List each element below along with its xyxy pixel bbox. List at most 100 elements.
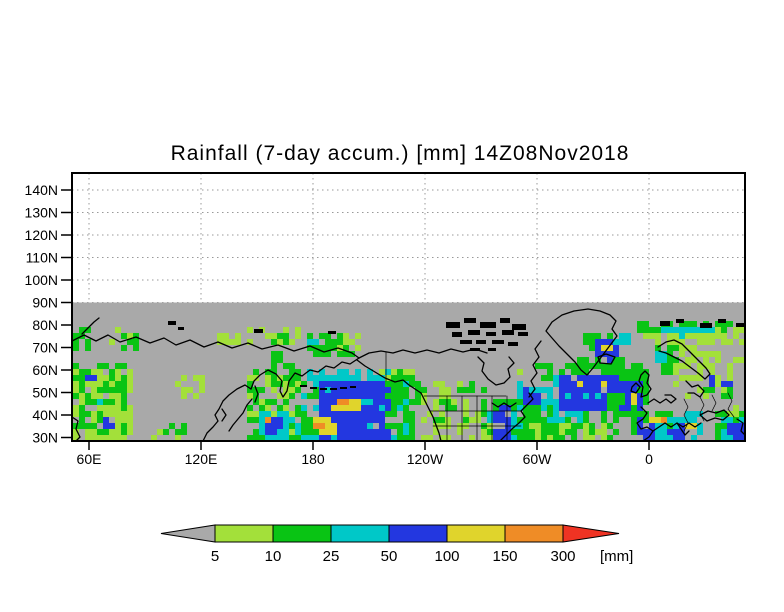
- rain-cell: [349, 423, 355, 429]
- rain-cell: [601, 393, 607, 399]
- rain-cell: [397, 429, 403, 435]
- rain-cell: [331, 435, 337, 441]
- rain-cell: [565, 429, 571, 435]
- rain-cell: [619, 363, 625, 369]
- rain-cell: [295, 429, 301, 435]
- rain-cell: [295, 369, 301, 375]
- rain-cell: [697, 387, 703, 393]
- rain-cell: [115, 411, 121, 417]
- rain-cell: [115, 405, 121, 411]
- rain-cell: [127, 411, 133, 417]
- rain-cell: [115, 423, 121, 429]
- rain-cell: [727, 381, 733, 387]
- rain-cell: [361, 387, 367, 393]
- rain-cell: [349, 381, 355, 387]
- rain-cell: [253, 417, 259, 423]
- rain-cell: [583, 429, 589, 435]
- rain-cell: [121, 399, 127, 405]
- rain-cell: [613, 417, 619, 423]
- island-block: [718, 319, 726, 323]
- coastline-path: [657, 339, 711, 380]
- rain-cell: [193, 375, 199, 381]
- rain-cell: [667, 345, 673, 351]
- rain-cell: [727, 417, 733, 423]
- rain-cell: [667, 351, 673, 357]
- rain-cell: [679, 417, 685, 423]
- rain-cell: [517, 399, 523, 405]
- rain-cell: [91, 399, 97, 405]
- rain-cell: [715, 327, 721, 333]
- island-block: [460, 340, 472, 344]
- rain-cell: [583, 333, 589, 339]
- rain-cell: [553, 405, 559, 411]
- island-block: [168, 321, 176, 325]
- rain-cell: [535, 393, 541, 399]
- rain-cell: [343, 375, 349, 381]
- island-block: [736, 323, 744, 327]
- rain-cell: [319, 381, 325, 387]
- rain-cell: [583, 399, 589, 405]
- rain-cell: [487, 411, 493, 417]
- latitude-tick-label: 60N: [32, 362, 58, 378]
- colorbar-segment: [388, 524, 448, 543]
- colorbar-tick-label: 300: [550, 548, 575, 565]
- rain-cell: [283, 387, 289, 393]
- rain-cell: [565, 411, 571, 417]
- rain-cell: [709, 333, 715, 339]
- rain-cell: [625, 405, 631, 411]
- rain-cell: [253, 393, 259, 399]
- rain-cell: [589, 363, 595, 369]
- rain-cell: [703, 351, 709, 357]
- rain-cell: [595, 405, 601, 411]
- rain-cell: [595, 333, 601, 339]
- rain-cell: [619, 387, 625, 393]
- rain-cell: [91, 435, 97, 441]
- rain-cell: [535, 423, 541, 429]
- rain-cell: [397, 423, 403, 429]
- border-path: [711, 394, 717, 412]
- rain-cell: [685, 333, 691, 339]
- rain-cell: [265, 369, 271, 375]
- rain-cell: [451, 405, 457, 411]
- rain-cell: [325, 393, 331, 399]
- rain-cell: [547, 405, 553, 411]
- rain-cell: [91, 423, 97, 429]
- rain-cell: [337, 369, 343, 375]
- rain-cell: [127, 423, 133, 429]
- rain-cell: [97, 411, 103, 417]
- rain-cell: [253, 429, 259, 435]
- island-block: [452, 332, 462, 337]
- rain-cell: [403, 399, 409, 405]
- rain-cell: [307, 339, 313, 345]
- rain-cell: [721, 339, 727, 345]
- rain-cell: [325, 423, 331, 429]
- rain-cell: [727, 435, 733, 441]
- rain-cell: [79, 327, 85, 333]
- rain-cell: [277, 333, 283, 339]
- rain-cell: [727, 393, 733, 399]
- rain-cell: [679, 363, 685, 369]
- rain-cell: [79, 411, 85, 417]
- colorbar-tick-label: 25: [323, 548, 340, 565]
- rain-cell: [475, 417, 481, 423]
- rain-cell: [709, 363, 715, 369]
- rain-cell: [475, 411, 481, 417]
- rain-cell: [631, 417, 637, 423]
- rain-cell: [313, 339, 319, 345]
- rain-cell: [265, 417, 271, 423]
- island-block: [340, 387, 347, 389]
- rain-cell: [373, 399, 379, 405]
- rain-cell: [307, 423, 313, 429]
- rain-cell: [595, 357, 601, 363]
- rain-cell: [85, 429, 91, 435]
- coastline-path: [420, 392, 442, 441]
- rain-cell: [589, 387, 595, 393]
- rain-cell: [349, 339, 355, 345]
- rain-cell: [313, 351, 319, 357]
- rain-cell: [247, 411, 253, 417]
- rain-cell: [595, 345, 601, 351]
- rain-cell: [337, 429, 343, 435]
- rain-cell: [577, 387, 583, 393]
- rain-cell: [589, 333, 595, 339]
- rain-cell: [739, 417, 745, 423]
